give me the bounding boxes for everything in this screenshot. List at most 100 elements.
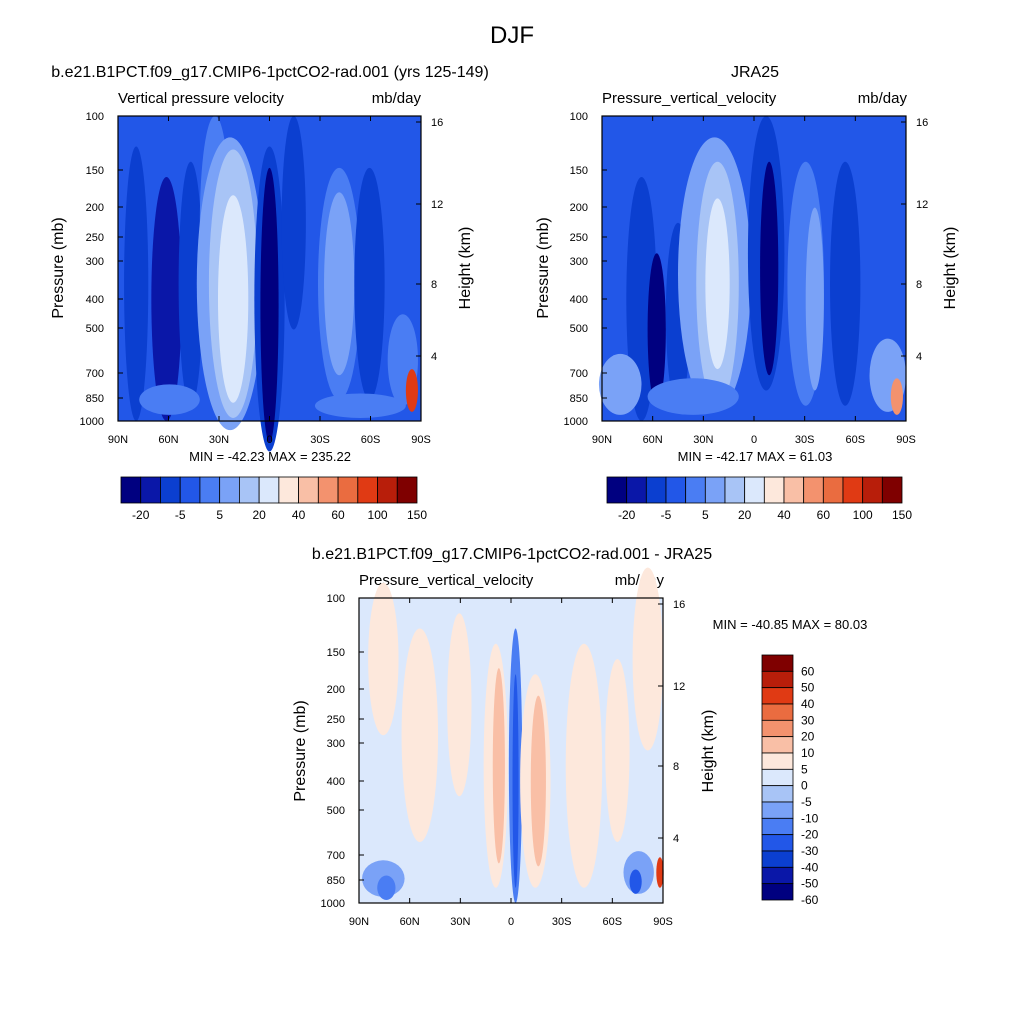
colorbar-label: 20	[738, 508, 752, 522]
height-tick-label: 12	[673, 681, 685, 693]
colorbar-box	[842, 476, 864, 504]
colorbar-label: 150	[407, 508, 427, 522]
colorbar-box	[761, 866, 794, 885]
panel-diff-stats: MIN = -40.85 MAX = 80.03	[713, 617, 868, 632]
field-contour	[705, 198, 730, 370]
colorbar-box	[761, 654, 794, 672]
field-contour	[281, 116, 306, 330]
pressure-tick-label: 1000	[80, 416, 104, 428]
panel-model-colorbar: -20 -5 5 20 40 60 100 150	[120, 476, 427, 522]
colorbar-box	[238, 476, 260, 504]
field-contour	[629, 869, 642, 894]
colorbar-box	[761, 703, 794, 721]
field-contour	[492, 668, 505, 864]
colorbar-box	[120, 476, 142, 504]
latitude-tick-label: 0	[508, 916, 514, 928]
colorbar-label: -5	[661, 508, 672, 522]
colorbar-label: 60	[331, 508, 345, 522]
pressure-tick-label: 850	[327, 875, 345, 887]
field-contour	[178, 161, 203, 406]
panel-obs-field	[598, 116, 906, 421]
colorbar-label: 100	[368, 508, 388, 522]
field-contour	[401, 628, 439, 842]
panel-diff-ylabel: Pressure (mb)	[292, 700, 309, 801]
field-contour	[632, 567, 663, 751]
panel-diff-latitude-axis: 90N 60N 30N 0 30S 60S 90S	[349, 598, 673, 928]
colorbar-label: 20	[801, 730, 815, 744]
colorbar-box	[357, 476, 378, 504]
latitude-tick-label: 30S	[310, 434, 330, 446]
latitude-tick-label: 0	[266, 434, 272, 446]
colorbar-box	[881, 476, 903, 504]
pressure-tick-label: 200	[327, 684, 345, 696]
latitude-tick-label: 30N	[450, 916, 470, 928]
field-contour	[598, 353, 642, 415]
colorbar-label: -20	[618, 508, 636, 522]
colorbar-box	[761, 850, 794, 868]
field-contour	[368, 582, 399, 736]
height-tick-label: 16	[673, 599, 685, 611]
colorbar-label: 5	[702, 508, 709, 522]
colorbar-box	[606, 476, 628, 504]
panel-model-y2label: Height (km)	[457, 227, 474, 310]
height-tick-label: 4	[916, 351, 922, 363]
colorbar-box	[761, 785, 794, 803]
colorbar-box	[761, 834, 794, 852]
colorbar-box	[396, 476, 418, 504]
colorbar-label: -60	[801, 893, 819, 907]
height-tick-label: 8	[916, 279, 922, 291]
colorbar-box	[199, 476, 221, 504]
colorbar-box	[724, 476, 746, 504]
panel-model-ylabel: Pressure (mb)	[50, 217, 67, 318]
field-contour	[565, 643, 603, 888]
panel-obs-latitude-axis: 90N 60N 30N 0 30S 60S 90S	[592, 116, 916, 446]
pressure-tick-label: 400	[327, 776, 345, 788]
panel-obs-ylabel: Pressure (mb)	[535, 217, 552, 318]
panel-model-left-subtitle: Vertical pressure velocity	[118, 90, 284, 107]
panel-diff-height-axis: 16 12 8 4	[658, 599, 685, 845]
colorbar-label: 40	[801, 697, 815, 711]
field-contour	[124, 146, 149, 421]
panel-model-stats: MIN = -42.23 MAX = 235.22	[189, 449, 351, 464]
pressure-tick-label: 500	[570, 323, 588, 335]
field-contour	[151, 177, 182, 421]
height-tick-label: 16	[431, 117, 443, 129]
colorbar-label: 60	[817, 508, 831, 522]
field-contour	[377, 875, 396, 900]
colorbar-box	[219, 476, 240, 504]
pressure-tick-label: 100	[327, 593, 345, 605]
latitude-tick-label: 60S	[846, 434, 866, 446]
colorbar-box	[761, 883, 794, 901]
latitude-tick-label: 60N	[400, 916, 420, 928]
pressure-tick-label: 1000	[321, 898, 345, 910]
panel-obs-left-subtitle: Pressure_vertical_velocity	[602, 90, 777, 107]
field-contour	[830, 161, 861, 406]
latitude-tick-label: 30N	[209, 434, 229, 446]
latitude-tick-label: 30N	[693, 434, 713, 446]
colorbar-box	[761, 670, 794, 689]
colorbar-label: 60	[801, 664, 815, 678]
pressure-tick-label: 850	[86, 393, 104, 405]
colorbar-box	[862, 476, 883, 504]
colorbar-box	[377, 476, 398, 504]
colorbar-box	[258, 476, 280, 504]
pressure-tick-label: 150	[327, 647, 345, 659]
panel-diff: b.e21.B1PCT.f09_g17.CMIP6-1pctCO2-rad.00…	[292, 546, 867, 928]
panel-obs: JRA25 Pressure_vertical_velocity mb/day …	[535, 64, 959, 522]
colorbar-box	[763, 476, 785, 504]
panel-model-title: b.e21.B1PCT.f09_g17.CMIP6-1pctCO2-rad.00…	[51, 64, 489, 81]
colorbar-label: 40	[777, 508, 791, 522]
colorbar-label: -40	[801, 860, 819, 874]
panel-obs-pressure-axis: 100 150 200 250 300 400 500 700 850 1000	[564, 111, 607, 428]
field-contour	[217, 195, 249, 403]
height-tick-label: 16	[916, 117, 928, 129]
latitude-tick-label: 90S	[653, 916, 673, 928]
latitude-tick-label: 90S	[411, 434, 431, 446]
latitude-tick-label: 90N	[349, 916, 369, 928]
height-tick-label: 4	[673, 833, 679, 845]
field-contour	[405, 369, 418, 412]
figure-title: DJF	[490, 22, 534, 49]
colorbar-box	[160, 476, 181, 504]
colorbar-box	[645, 476, 667, 504]
